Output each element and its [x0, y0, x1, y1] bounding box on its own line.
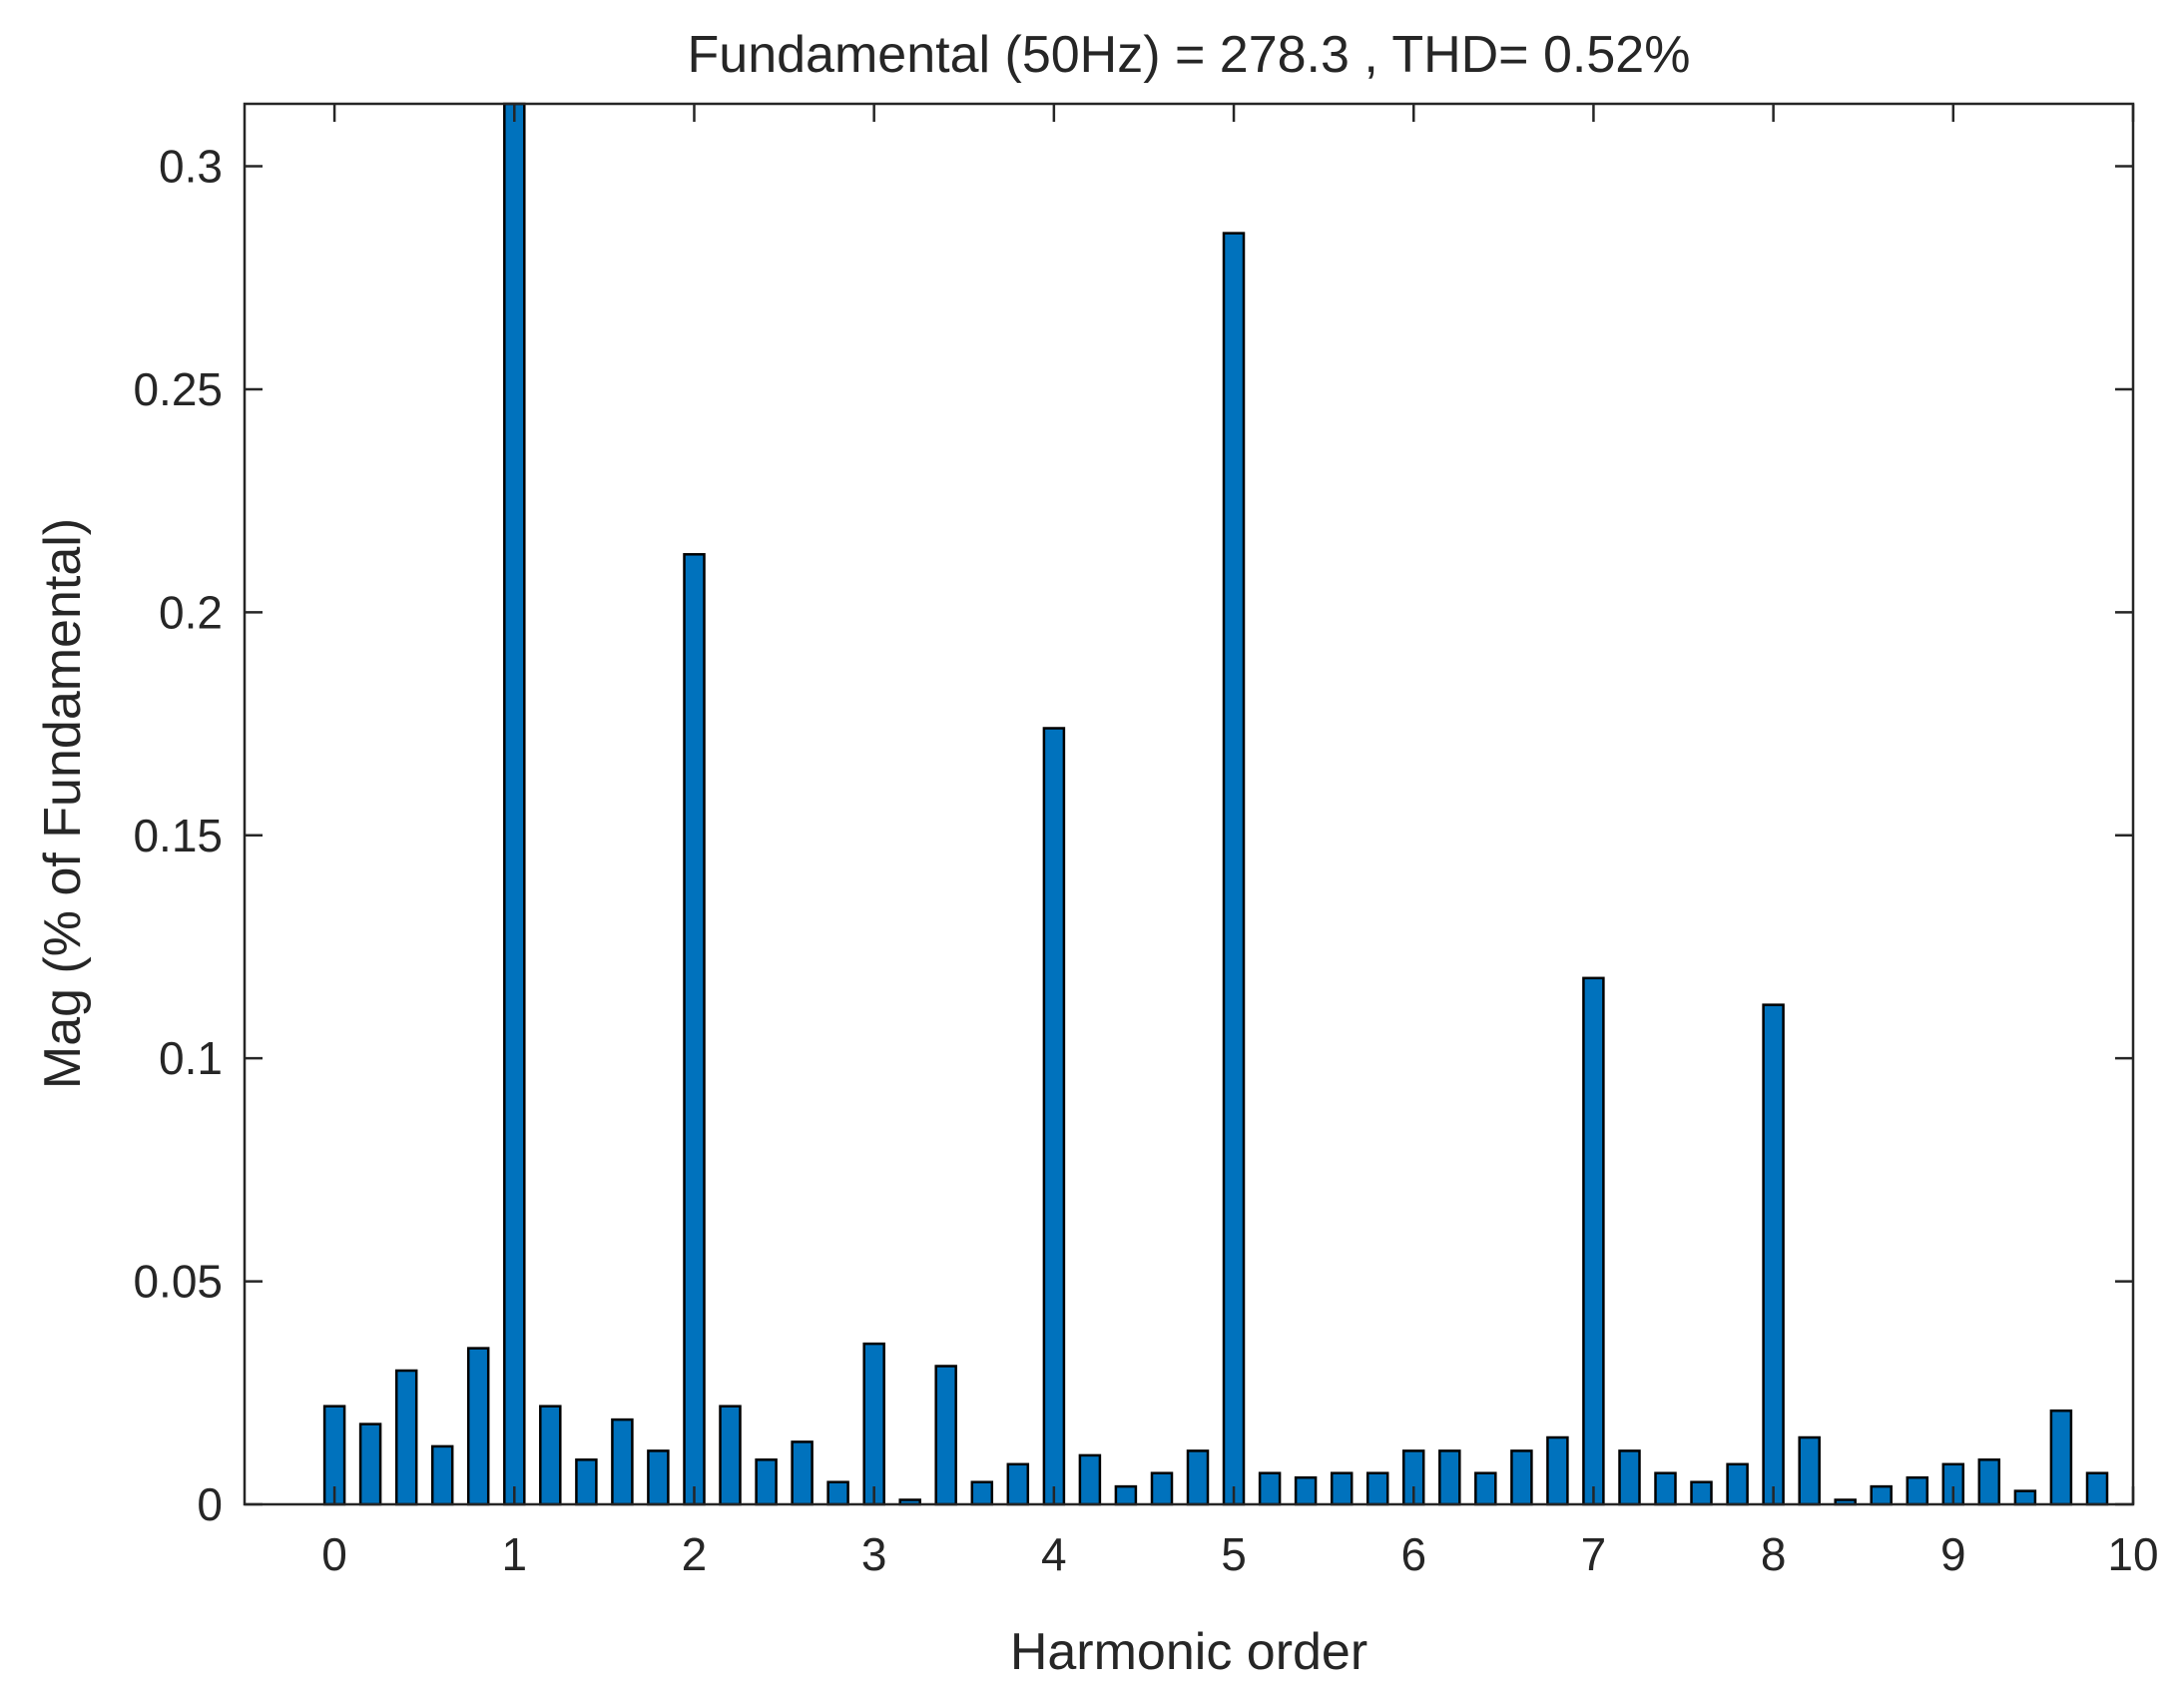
bar	[1258, 1471, 1282, 1506]
bar	[1365, 1471, 1389, 1506]
bar	[1222, 232, 1246, 1506]
bar	[1906, 1475, 1929, 1506]
y-axis-title: Mag (% of Fundamental)	[34, 518, 92, 1089]
bar-series	[322, 102, 2109, 1506]
y-tick-label: 0.2	[159, 586, 223, 638]
x-tick-label: 10	[2107, 1528, 2158, 1580]
bar	[862, 1342, 885, 1506]
x-tick-label: 1	[501, 1528, 527, 1580]
bar	[1726, 1462, 1749, 1506]
y-tick-label: 0.3	[159, 141, 223, 193]
bar	[934, 1365, 957, 1506]
x-tick-label: 7	[1581, 1528, 1607, 1580]
bar	[1330, 1471, 1354, 1506]
x-tick-label: 5	[1221, 1528, 1247, 1580]
bar	[1690, 1480, 1713, 1506]
bar	[1114, 1484, 1138, 1506]
bar	[1870, 1484, 1893, 1506]
bar	[1798, 1435, 1821, 1506]
bar	[430, 1444, 454, 1506]
x-tick-label: 3	[861, 1528, 887, 1580]
bar	[1150, 1471, 1174, 1506]
bar	[1042, 727, 1066, 1506]
axes-box	[243, 102, 2135, 1506]
plot-area	[245, 104, 2133, 1504]
bar	[503, 102, 526, 1506]
bar	[1078, 1453, 1102, 1506]
y-tick-label: 0.15	[133, 810, 223, 861]
bar	[1186, 1449, 1210, 1506]
x-axis-title: Harmonic order	[1010, 1623, 1367, 1681]
bar	[1582, 976, 1605, 1506]
bar	[683, 553, 706, 1506]
bar	[394, 1369, 418, 1506]
bar	[1762, 1003, 1785, 1506]
x-tick-label: 6	[1400, 1528, 1426, 1580]
bar	[611, 1418, 634, 1506]
bar	[2085, 1471, 2109, 1506]
bar	[575, 1458, 598, 1506]
bar	[466, 1347, 490, 1506]
y-tick-label: 0	[197, 1478, 223, 1530]
x-tick-label: 0	[321, 1528, 347, 1580]
bar	[1510, 1449, 1533, 1506]
bar	[2049, 1409, 2073, 1506]
bar	[2013, 1489, 2037, 1506]
chart-title: Fundamental (50Hz) = 278.3 , THD= 0.52%	[688, 26, 1691, 84]
bar	[1294, 1475, 1318, 1506]
bar	[791, 1440, 814, 1506]
x-tick-label: 4	[1041, 1528, 1067, 1580]
bar	[539, 1405, 562, 1506]
bar	[826, 1480, 849, 1506]
y-axis-ticks: 0 0.05 0.1 0.15 0.2 0.25 0.3	[133, 141, 2133, 1530]
bar	[1006, 1462, 1030, 1506]
bar	[1546, 1435, 1569, 1506]
bar	[647, 1449, 670, 1506]
x-tick-label: 2	[682, 1528, 708, 1580]
x-tick-label: 9	[1940, 1528, 1966, 1580]
y-tick-label: 0.05	[133, 1256, 223, 1308]
bar	[1438, 1449, 1461, 1506]
bar	[970, 1480, 994, 1506]
bar	[719, 1405, 742, 1506]
x-tick-label: 8	[1761, 1528, 1787, 1580]
bar	[1654, 1471, 1677, 1506]
y-tick-label: 0.1	[159, 1032, 223, 1084]
bar	[1977, 1458, 2001, 1506]
bar	[755, 1458, 778, 1506]
bar	[358, 1422, 382, 1506]
bar	[1618, 1449, 1641, 1506]
y-tick-label: 0.25	[133, 363, 223, 415]
bar	[1474, 1471, 1497, 1506]
